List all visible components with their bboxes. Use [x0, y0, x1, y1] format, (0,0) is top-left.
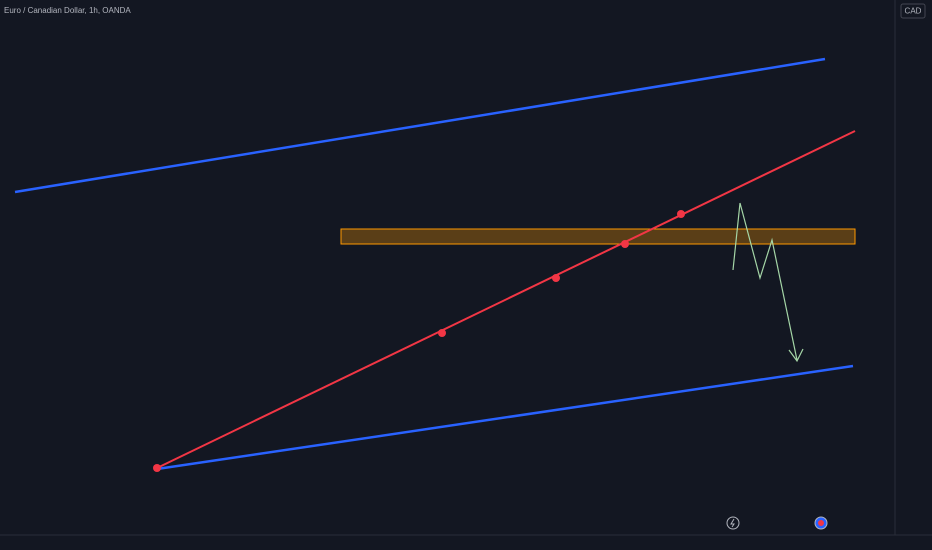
- pivot-dot: [677, 210, 685, 218]
- chart-title: Euro / Canadian Dollar, 1h, OANDA: [4, 6, 131, 15]
- drawings: [14, 57, 856, 472]
- projection-arrowhead: [788, 348, 804, 363]
- trendline: [156, 130, 856, 469]
- drawings: [340, 228, 856, 245]
- event-flag-center: [818, 520, 824, 526]
- resistance-zone: [340, 228, 856, 245]
- pivot-dot: [438, 329, 446, 337]
- pivot-dot: [153, 464, 161, 472]
- channel-upper: [14, 57, 826, 194]
- projection-path: [732, 202, 798, 361]
- pivot-dot: [621, 240, 629, 248]
- time-axis: [0, 535, 932, 550]
- currency[interactable]: CAD: [905, 7, 922, 16]
- event-icon-bolt: [730, 518, 735, 528]
- price-axis: [895, 0, 932, 550]
- event-icon[interactable]: [726, 516, 740, 530]
- pivot-dot: [552, 274, 560, 282]
- channel-lower: [156, 364, 854, 471]
- currency-box[interactable]: [900, 3, 926, 19]
